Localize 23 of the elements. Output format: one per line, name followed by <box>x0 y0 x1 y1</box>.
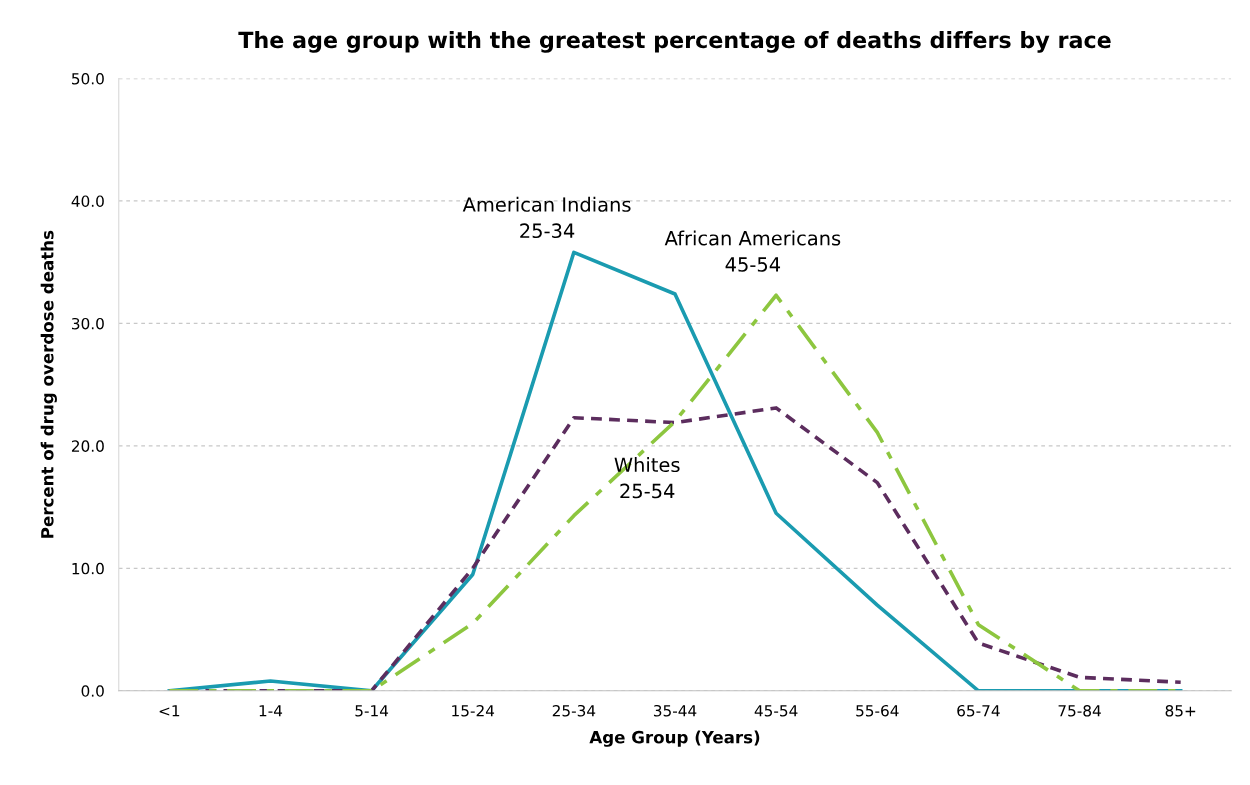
x-tick-label: 35-44 <box>653 704 697 717</box>
y-tick-label: 30.0 <box>72 317 104 330</box>
x-axis-title: Age Group (Years) <box>589 730 760 747</box>
x-tick-label: 15-24 <box>452 704 495 717</box>
x-tick-label: 75-84 <box>1058 704 1101 717</box>
x-tick-label: 65-74 <box>957 704 1000 717</box>
annotation: African Americans 45-54 <box>664 230 841 272</box>
y-tick-label: 10.0 <box>72 562 104 575</box>
x-tick-label: 1-4 <box>259 705 283 717</box>
annotation: Whites 25-54 <box>614 457 680 499</box>
y-tick-label: 20.0 <box>71 440 104 452</box>
x-tick-label: 25-34 <box>552 704 596 717</box>
x-tick-label: 55-64 <box>856 704 899 717</box>
x-tick-label: 45-54 <box>754 705 798 717</box>
x-tick-label: 5-14 <box>355 705 389 717</box>
x-tick-label: 85+ <box>1165 704 1196 717</box>
annotation: American Indians 25-34 <box>462 196 631 239</box>
x-tick-label: <1 <box>159 705 180 717</box>
y-axis-title: Percent of drug overdose deaths <box>40 230 57 538</box>
y-tick-label: 0.0 <box>81 685 104 697</box>
y-tick-label: 40.0 <box>71 195 104 207</box>
chart-title: The age group with the greatest percentage of deaths differs by race <box>238 31 1111 53</box>
y-tick-label: 50.0 <box>72 72 104 85</box>
